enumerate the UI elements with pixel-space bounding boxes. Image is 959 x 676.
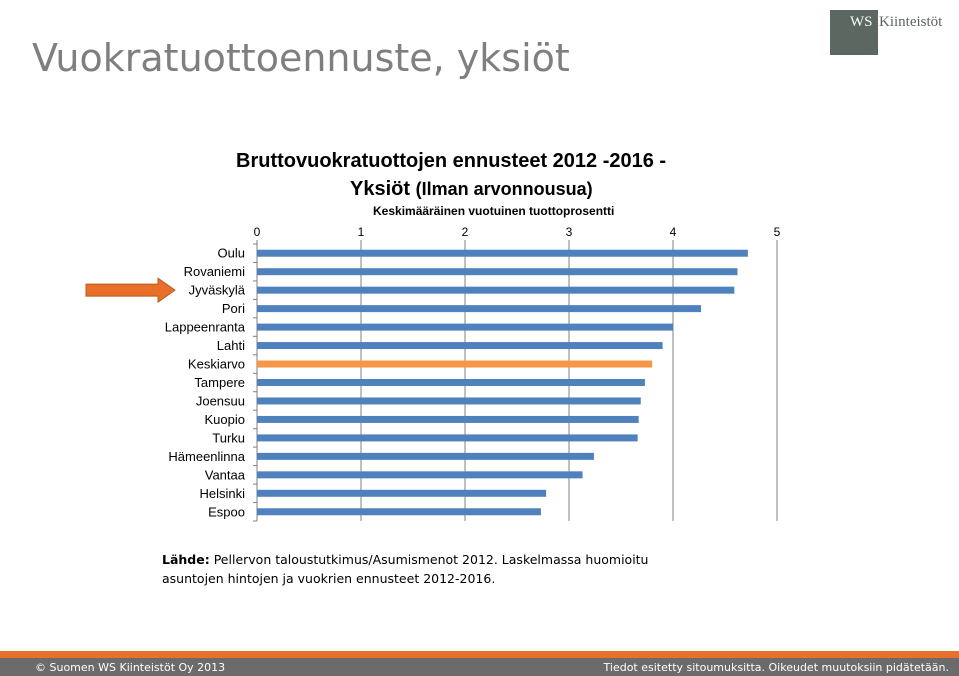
- bar: [257, 379, 645, 386]
- footer-bar: [0, 658, 959, 676]
- bar: [257, 471, 583, 479]
- category-label: Vantaa: [205, 467, 246, 482]
- category-label: Helsinki: [199, 486, 245, 501]
- category-label: Rovaniemi: [184, 264, 246, 279]
- source-line1: Lähde: Pellervon taloustutkimus/Asumisme…: [162, 550, 648, 569]
- chart-title-line1: Bruttovuokratuottojen ennusteet 2012 -20…: [236, 150, 667, 172]
- x-tick-label: 3: [566, 225, 573, 239]
- pointer-arrow-icon: [85, 277, 176, 304]
- bar: [257, 415, 639, 423]
- slide-title: Vuokratuottoennuste, yksiöt: [32, 36, 570, 80]
- x-tick-label: 1: [358, 225, 365, 239]
- category-label: Oulu: [218, 246, 245, 261]
- source-text1: Pellervon taloustutkimus/Asumismenot 201…: [213, 552, 649, 567]
- bar: [257, 305, 702, 313]
- bar: [257, 249, 748, 257]
- x-tick-label: 2: [462, 225, 469, 239]
- footer-copyright: © Suomen WS Kiinteistöt Oy 2013: [35, 661, 226, 674]
- category-label: Pori: [222, 301, 245, 316]
- category-label: Keskiarvo: [188, 357, 245, 372]
- bar: [257, 323, 673, 331]
- company-logo: [830, 10, 878, 55]
- bar: [257, 508, 541, 516]
- chart-subtitle: Keskimääräinen vuotuinen tuottoprosentti: [373, 204, 615, 218]
- category-label: Espoo: [208, 504, 245, 519]
- footer-accent-strip: [0, 651, 959, 658]
- bar: [257, 342, 663, 350]
- source-label: Lähde:: [162, 552, 210, 567]
- category-label: Kuopio: [205, 412, 245, 427]
- chart-title-main: Yksiöt: [350, 178, 411, 200]
- category-label: Joensuu: [196, 393, 245, 408]
- source-note: Lähde: Pellervon taloustutkimus/Asumisme…: [162, 550, 648, 588]
- category-label: Turku: [212, 430, 245, 445]
- chart-title-line2: Yksiöt (Ilman arvonnousua): [350, 178, 593, 201]
- category-label: Lahti: [217, 338, 245, 353]
- x-tick-label: 4: [670, 225, 677, 239]
- x-tick-label: 0: [254, 225, 261, 239]
- category-label: Jyväskylä: [189, 283, 246, 298]
- category-label: Lappeenranta: [165, 320, 246, 335]
- x-tick-label: 5: [774, 225, 781, 239]
- source-line2: asuntojen hintojen ja vuokrien ennusteet…: [162, 571, 496, 586]
- bar: [257, 268, 738, 276]
- bar: [257, 360, 653, 368]
- bar: [257, 286, 735, 294]
- category-label: Tampere: [194, 375, 245, 390]
- logo-ws-text: WS: [850, 14, 873, 30]
- bar: [257, 434, 638, 442]
- bar: [257, 397, 641, 405]
- logo-name-text: Kiinteistöt: [879, 14, 943, 30]
- chart-title-sub: (Ilman arvonnousua): [415, 179, 593, 199]
- footer-disclaimer: Tiedot esitetty sitoumuksitta. Oikeudet …: [603, 661, 949, 674]
- category-label: Hämeenlinna: [168, 449, 245, 464]
- bar: [257, 489, 547, 497]
- bar: [257, 452, 594, 460]
